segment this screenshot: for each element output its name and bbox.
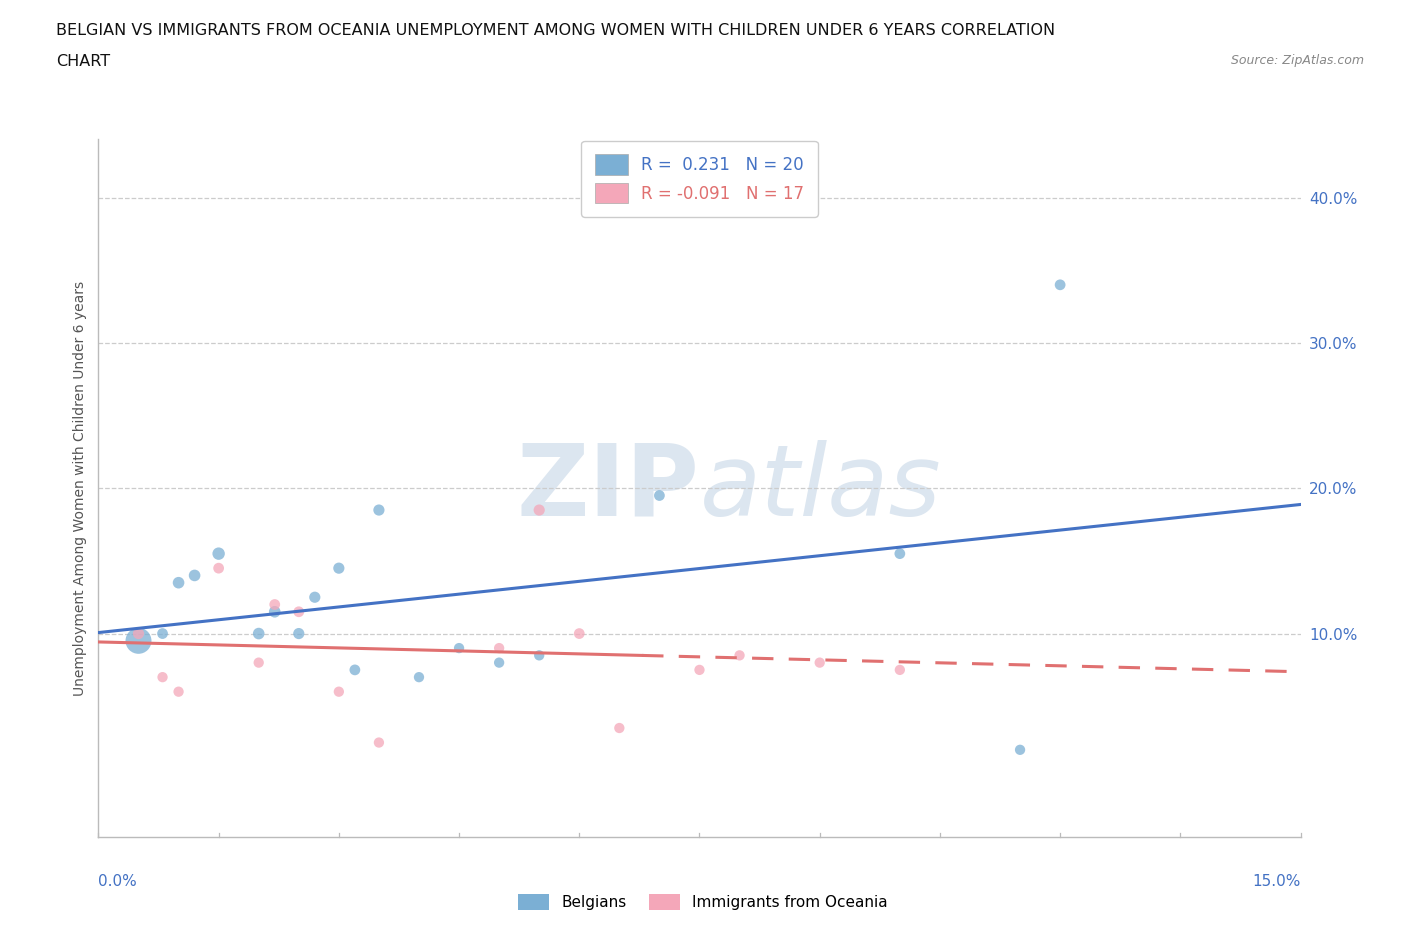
Point — [808, 656, 831, 671]
Y-axis label: Unemployment Among Women with Children Under 6 years: Unemployment Among Women with Children U… — [73, 281, 87, 696]
Point — [488, 641, 510, 656]
Point — [288, 626, 311, 641]
Point — [208, 561, 231, 576]
Text: atlas: atlas — [700, 440, 941, 537]
Point — [648, 488, 671, 503]
Point — [167, 576, 190, 591]
Point — [263, 597, 285, 612]
Text: ZIP: ZIP — [516, 440, 700, 537]
Text: Source: ZipAtlas.com: Source: ZipAtlas.com — [1230, 54, 1364, 67]
Point — [208, 546, 231, 561]
Point — [408, 670, 430, 684]
Legend: Belgians, Immigrants from Oceania: Belgians, Immigrants from Oceania — [510, 886, 896, 918]
Point — [529, 648, 551, 663]
Point — [263, 604, 285, 619]
Point — [447, 641, 470, 656]
Point — [529, 502, 551, 517]
Point — [304, 590, 326, 604]
Point — [1010, 742, 1032, 757]
Point — [343, 662, 366, 677]
Point — [247, 656, 270, 671]
Point — [328, 684, 350, 699]
Point — [152, 626, 174, 641]
Point — [889, 662, 911, 677]
Point — [889, 546, 911, 561]
Point — [128, 633, 150, 648]
Point — [288, 604, 311, 619]
Text: BELGIAN VS IMMIGRANTS FROM OCEANIA UNEMPLOYMENT AMONG WOMEN WITH CHILDREN UNDER : BELGIAN VS IMMIGRANTS FROM OCEANIA UNEMP… — [56, 23, 1056, 38]
Text: CHART: CHART — [56, 54, 110, 69]
Point — [247, 626, 270, 641]
Point — [488, 656, 510, 671]
Point — [328, 561, 350, 576]
Point — [568, 626, 591, 641]
Point — [128, 626, 150, 641]
Legend: R =  0.231   N = 20, R = -0.091   N = 17: R = 0.231 N = 20, R = -0.091 N = 17 — [581, 140, 818, 217]
Text: 0.0%: 0.0% — [98, 874, 138, 889]
Point — [728, 648, 751, 663]
Point — [1049, 277, 1071, 292]
Point — [368, 735, 391, 750]
Point — [609, 721, 631, 736]
Point — [368, 502, 391, 517]
Point — [689, 662, 711, 677]
Point — [167, 684, 190, 699]
Text: 15.0%: 15.0% — [1253, 874, 1301, 889]
Point — [152, 670, 174, 684]
Point — [183, 568, 205, 583]
